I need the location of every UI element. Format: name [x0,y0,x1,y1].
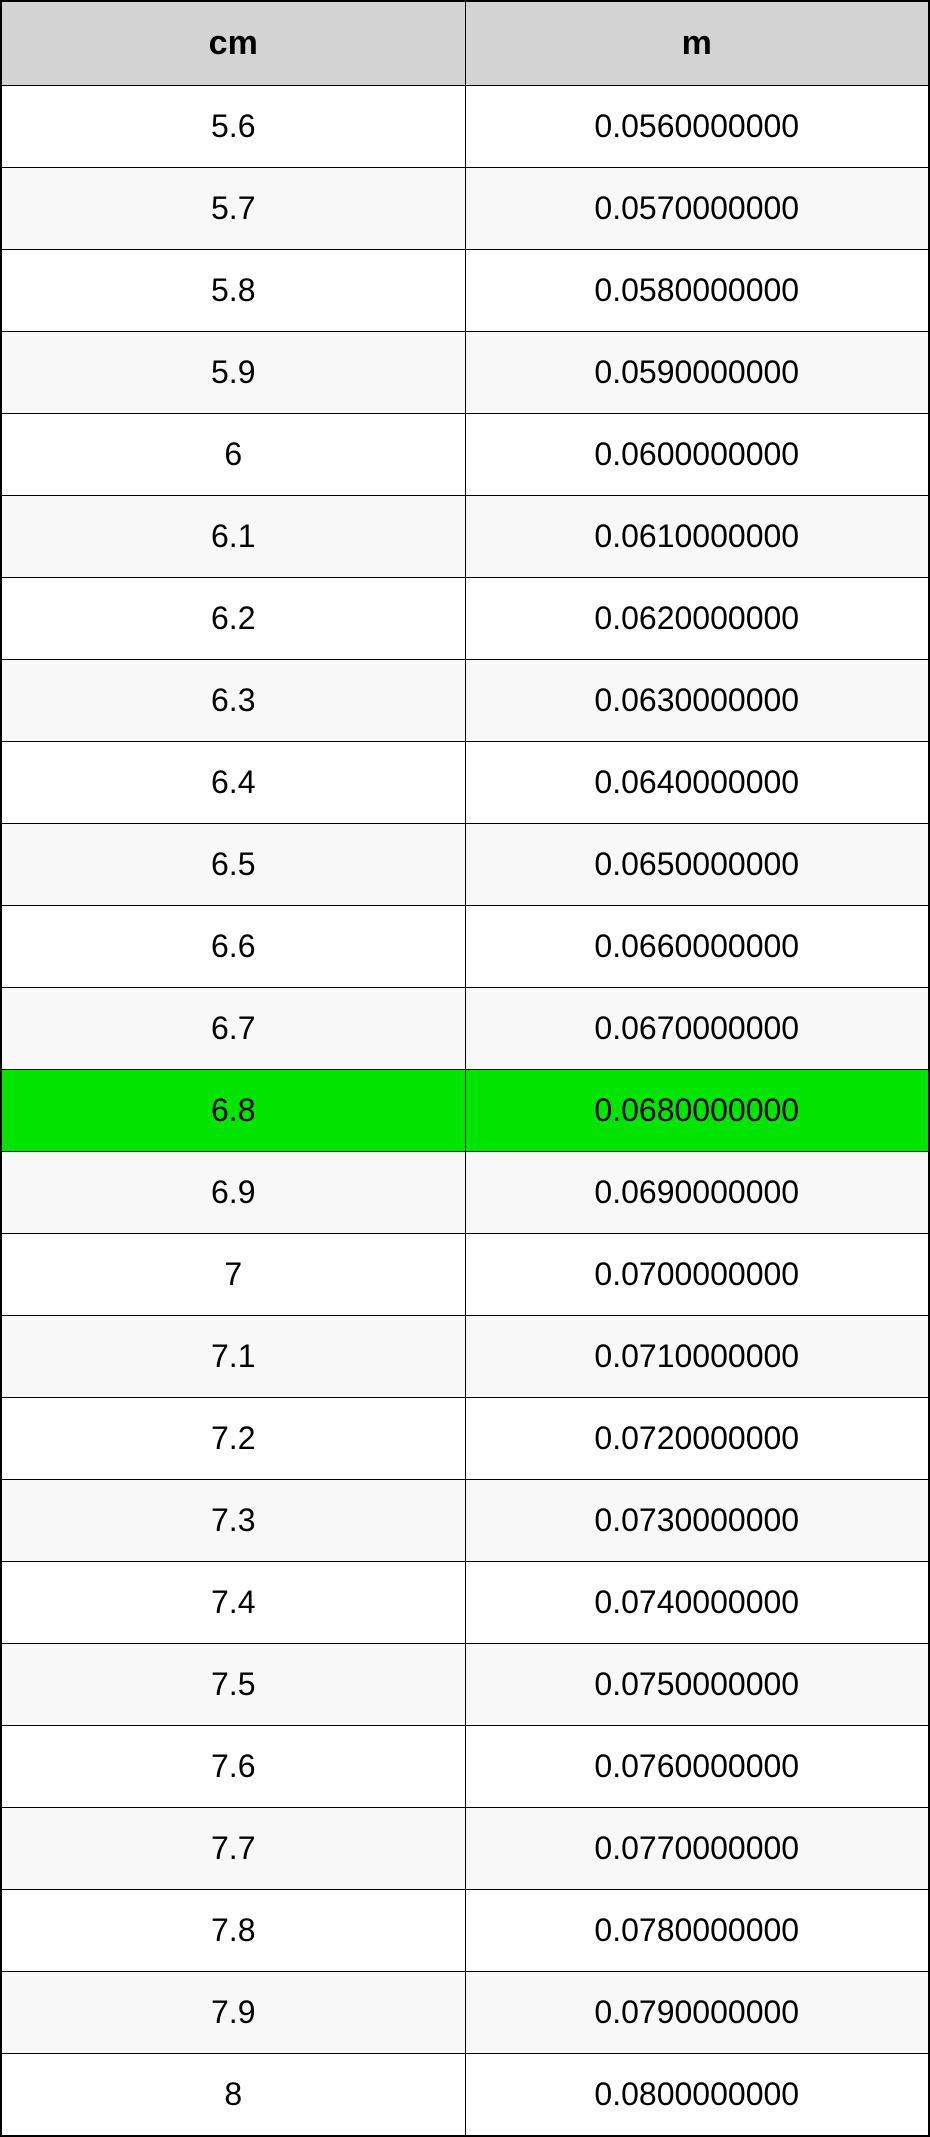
cell-cm: 6.9 [1,1152,465,1234]
cell-m: 0.0760000000 [465,1726,929,1808]
table-row: 6.20.0620000000 [1,578,929,660]
cell-m: 0.0600000000 [465,414,929,496]
cell-cm: 6 [1,414,465,496]
table-row: 6.60.0660000000 [1,906,929,988]
table-row: 6.10.0610000000 [1,496,929,578]
cell-m: 0.0770000000 [465,1808,929,1890]
cell-cm: 5.9 [1,332,465,414]
cell-cm: 6.8 [1,1070,465,1152]
table-row: 7.70.0770000000 [1,1808,929,1890]
column-header-m: m [465,1,929,86]
cell-cm: 7.7 [1,1808,465,1890]
cell-cm: 6.6 [1,906,465,988]
cell-cm: 5.7 [1,168,465,250]
cell-m: 0.0640000000 [465,742,929,824]
table-row: 6.50.0650000000 [1,824,929,906]
cell-m: 0.0570000000 [465,168,929,250]
cell-m: 0.0560000000 [465,86,929,168]
table-row: 6.90.0690000000 [1,1152,929,1234]
cell-cm: 7.4 [1,1562,465,1644]
cell-cm: 6.3 [1,660,465,742]
table-row: 5.90.0590000000 [1,332,929,414]
table-row: 7.20.0720000000 [1,1398,929,1480]
table-row: 5.80.0580000000 [1,250,929,332]
cell-m: 0.0800000000 [465,2054,929,2137]
cell-m: 0.0720000000 [465,1398,929,1480]
table-row: 7.50.0750000000 [1,1644,929,1726]
table-row: 6.80.0680000000 [1,1070,929,1152]
cell-m: 0.0680000000 [465,1070,929,1152]
table-row: 80.0800000000 [1,2054,929,2137]
table-header-row: cm m [1,1,929,86]
cell-cm: 7 [1,1234,465,1316]
cell-cm: 7.8 [1,1890,465,1972]
cell-cm: 7.2 [1,1398,465,1480]
cell-cm: 6.2 [1,578,465,660]
conversion-table: cm m 5.60.05600000005.70.05700000005.80.… [0,0,930,2137]
cell-m: 0.0580000000 [465,250,929,332]
cell-m: 0.0690000000 [465,1152,929,1234]
cell-m: 0.0780000000 [465,1890,929,1972]
column-header-cm: cm [1,1,465,86]
cell-cm: 6.4 [1,742,465,824]
cell-cm: 7.9 [1,1972,465,2054]
cell-cm: 5.6 [1,86,465,168]
cell-m: 0.0660000000 [465,906,929,988]
cell-m: 0.0750000000 [465,1644,929,1726]
table-row: 6.30.0630000000 [1,660,929,742]
cell-cm: 7.5 [1,1644,465,1726]
cell-cm: 7.3 [1,1480,465,1562]
table-row: 7.90.0790000000 [1,1972,929,2054]
cell-m: 0.0740000000 [465,1562,929,1644]
cell-cm: 6.5 [1,824,465,906]
cell-cm: 5.8 [1,250,465,332]
table-row: 7.80.0780000000 [1,1890,929,1972]
cell-cm: 6.7 [1,988,465,1070]
table-row: 70.0700000000 [1,1234,929,1316]
table-row: 7.30.0730000000 [1,1480,929,1562]
cell-m: 0.0670000000 [465,988,929,1070]
cell-m: 0.0790000000 [465,1972,929,2054]
table-row: 60.0600000000 [1,414,929,496]
table-row: 7.10.0710000000 [1,1316,929,1398]
table-row: 6.40.0640000000 [1,742,929,824]
table-row: 5.70.0570000000 [1,168,929,250]
cell-m: 0.0630000000 [465,660,929,742]
cell-cm: 6.1 [1,496,465,578]
table-row: 7.40.0740000000 [1,1562,929,1644]
cell-cm: 7.6 [1,1726,465,1808]
cell-m: 0.0650000000 [465,824,929,906]
cell-m: 0.0730000000 [465,1480,929,1562]
cell-m: 0.0590000000 [465,332,929,414]
table-row: 7.60.0760000000 [1,1726,929,1808]
table-row: 5.60.0560000000 [1,86,929,168]
cell-cm: 8 [1,2054,465,2137]
cell-cm: 7.1 [1,1316,465,1398]
table-row: 6.70.0670000000 [1,988,929,1070]
cell-m: 0.0610000000 [465,496,929,578]
cell-m: 0.0620000000 [465,578,929,660]
cell-m: 0.0700000000 [465,1234,929,1316]
cell-m: 0.0710000000 [465,1316,929,1398]
